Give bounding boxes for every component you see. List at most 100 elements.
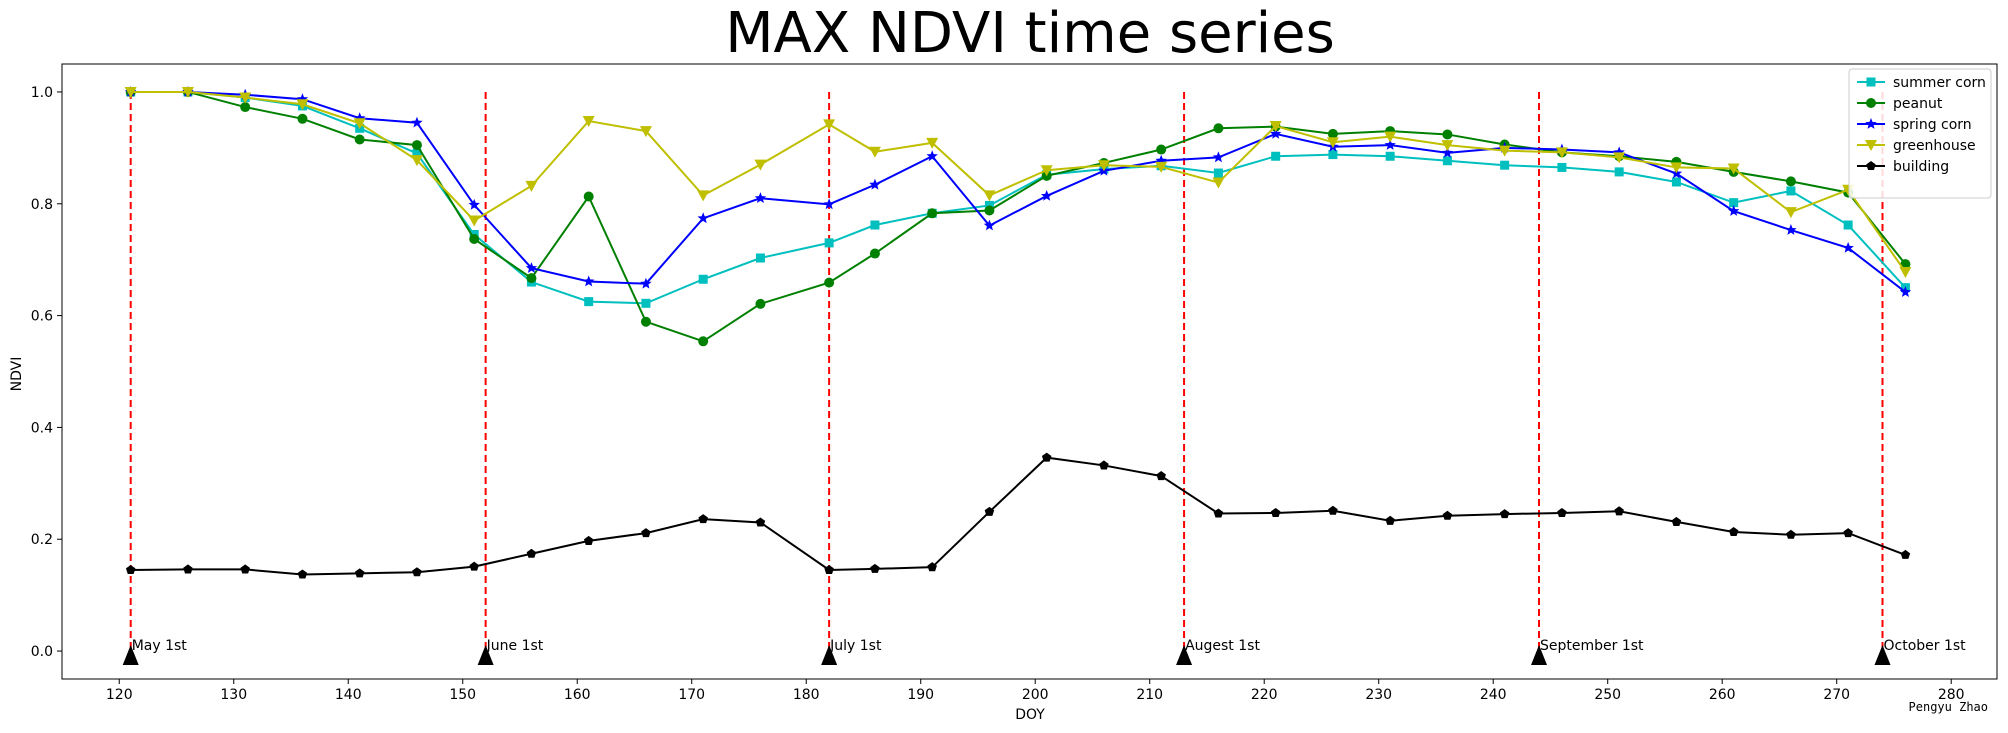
x-axis-label: DOY xyxy=(1015,707,1045,723)
data-point-building xyxy=(984,506,995,516)
data-point-summer-corn xyxy=(984,200,994,210)
month-marker-triangle xyxy=(1531,645,1548,666)
month-marker-triangle xyxy=(477,645,494,666)
y-tick-label: 0.2 xyxy=(31,532,53,548)
data-point-greenhouse xyxy=(1269,121,1282,133)
data-point-peanut xyxy=(1442,129,1453,140)
y-axis-label: NDVI xyxy=(9,357,25,392)
series-line-greenhouse xyxy=(130,90,1907,273)
data-point-building xyxy=(1099,460,1109,470)
data-point-spring-corn xyxy=(869,178,881,190)
data-point-peanut xyxy=(526,273,537,284)
data-point-building xyxy=(125,564,136,575)
x-tick-label: 260 xyxy=(1709,687,1736,703)
data-point-building xyxy=(1156,471,1166,481)
data-point-building xyxy=(870,563,880,573)
legend-label-greenhouse: greenhouse xyxy=(1893,138,1976,154)
data-point-greenhouse xyxy=(353,118,366,130)
data-point-greenhouse xyxy=(296,99,309,111)
plot-area: 120 130 140 150 160 170 180 190 200 210 220 230 240 2… xyxy=(31,63,1998,703)
data-point-greenhouse xyxy=(1899,266,1912,278)
data-point-building xyxy=(1843,528,1853,538)
data-point-greenhouse xyxy=(239,92,252,104)
x-tick-label: 270 xyxy=(1823,687,1850,703)
data-point-building xyxy=(1270,507,1281,517)
data-point-summer-corn xyxy=(1442,156,1452,166)
data-point-peanut xyxy=(1213,123,1224,134)
data-point-summer-corn xyxy=(1786,186,1796,196)
data-point-spring-corn xyxy=(1727,205,1740,216)
data-point-spring-corn xyxy=(296,93,309,105)
month-marker-triangle xyxy=(1176,645,1193,666)
data-point-spring-corn xyxy=(582,275,595,287)
data-point-greenhouse xyxy=(639,126,652,138)
data-point-peanut xyxy=(354,134,365,145)
data-point-greenhouse xyxy=(1498,145,1511,157)
data-point-greenhouse xyxy=(181,86,194,98)
data-point-building xyxy=(698,514,708,524)
data-point-summer-corn xyxy=(824,238,834,248)
data-point-peanut xyxy=(469,233,480,244)
x-tick-label: 130 xyxy=(220,687,247,703)
data-point-peanut xyxy=(698,336,709,347)
series-line-summer-corn xyxy=(130,90,1907,305)
legend-marker-building xyxy=(1866,161,1876,171)
data-point-building xyxy=(1385,515,1395,525)
data-point-greenhouse xyxy=(1155,161,1168,173)
data-point-greenhouse xyxy=(1040,165,1053,177)
data-point-peanut xyxy=(1156,144,1167,155)
data-point-summer-corn xyxy=(698,274,708,284)
data-point-building xyxy=(1499,509,1510,519)
legend-label-peanut: peanut xyxy=(1893,96,1943,112)
month-annotation: Augest 1st xyxy=(1185,638,1260,654)
data-point-spring-corn xyxy=(525,262,538,273)
data-point-greenhouse xyxy=(1613,152,1626,164)
data-point-peanut xyxy=(640,316,651,327)
data-point-greenhouse xyxy=(697,190,710,202)
data-point-greenhouse xyxy=(1326,137,1339,149)
month-marker-triangle xyxy=(1874,645,1891,666)
x-tick-label: 160 xyxy=(564,687,591,703)
x-tick-label: 280 xyxy=(1938,687,1965,703)
y-tick-label: 1.0 xyxy=(31,85,53,101)
data-point-spring-corn xyxy=(697,212,709,224)
data-point-peanut xyxy=(411,140,422,151)
data-point-building xyxy=(1557,507,1567,517)
x-tick-label: 220 xyxy=(1251,687,1278,703)
data-point-spring-corn xyxy=(411,116,423,128)
data-point-greenhouse xyxy=(823,119,836,131)
data-point-building xyxy=(354,568,365,578)
x-tick-label: 230 xyxy=(1365,687,1392,703)
data-point-spring-corn xyxy=(1842,241,1854,253)
data-point-building xyxy=(755,517,766,527)
data-point-building xyxy=(240,564,250,574)
y-tick-label: 0.0 xyxy=(31,644,53,660)
data-point-greenhouse xyxy=(1555,147,1568,159)
x-tick-label: 210 xyxy=(1136,687,1163,703)
month-annotation: September 1st xyxy=(1540,638,1644,654)
data-point-summer-corn xyxy=(1328,150,1338,160)
chart-title: MAX NDVI time series xyxy=(725,1,1335,66)
data-point-spring-corn xyxy=(754,192,767,204)
data-point-greenhouse xyxy=(1670,162,1683,174)
data-point-summer-corn xyxy=(641,298,651,308)
data-point-peanut xyxy=(984,205,995,216)
legend: summer corn peanut spring corn greenhouse bu… xyxy=(1848,68,1992,199)
axes-frame xyxy=(61,63,1998,680)
data-point-summer-corn xyxy=(1271,151,1281,161)
series-building xyxy=(125,452,1911,579)
data-point-building xyxy=(1786,529,1796,539)
data-point-greenhouse xyxy=(582,116,595,128)
y-tick-label: 0.4 xyxy=(31,420,53,436)
data-point-summer-corn xyxy=(1843,220,1853,230)
legend-label-spring-corn: spring corn xyxy=(1893,117,1972,133)
data-point-spring-corn xyxy=(1155,154,1167,166)
data-point-greenhouse xyxy=(525,180,538,192)
data-point-greenhouse xyxy=(926,137,939,149)
data-point-greenhouse xyxy=(468,215,481,227)
data-point-building xyxy=(1328,505,1338,515)
data-point-building xyxy=(1442,510,1453,520)
data-point-spring-corn xyxy=(1899,286,1912,297)
data-point-summer-corn xyxy=(1500,160,1510,170)
